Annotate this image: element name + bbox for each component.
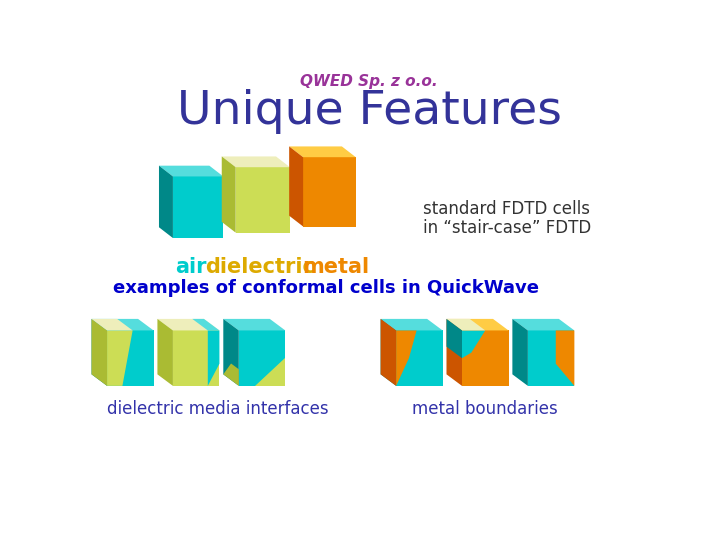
Polygon shape [528,330,575,386]
Polygon shape [381,319,396,386]
Polygon shape [107,330,153,386]
Text: air: air [175,257,207,278]
Polygon shape [91,319,107,386]
Polygon shape [208,330,220,386]
Polygon shape [446,319,462,358]
Polygon shape [513,319,528,386]
Polygon shape [223,363,239,386]
Polygon shape [239,330,285,386]
Polygon shape [289,146,303,226]
Polygon shape [91,319,132,330]
Polygon shape [446,319,508,330]
Polygon shape [222,157,235,233]
Text: QWED Sp. z o.o.: QWED Sp. z o.o. [300,74,438,89]
Polygon shape [91,319,153,330]
Polygon shape [446,319,462,386]
Polygon shape [396,330,417,386]
Polygon shape [381,319,396,386]
Polygon shape [462,330,485,358]
Polygon shape [513,319,575,330]
Text: standard FDTD cells: standard FDTD cells [423,200,590,218]
Polygon shape [192,319,220,330]
Text: in “stair-case” FDTD: in “stair-case” FDTD [423,219,592,237]
Polygon shape [303,157,356,226]
Polygon shape [158,319,220,330]
Text: metal: metal [302,257,369,278]
Polygon shape [462,330,508,386]
Polygon shape [159,166,223,177]
Polygon shape [222,157,290,167]
Polygon shape [107,330,132,386]
Polygon shape [158,319,173,386]
Text: metal boundaries: metal boundaries [413,400,558,418]
Polygon shape [235,167,290,233]
Text: dielectric: dielectric [206,257,315,278]
Polygon shape [556,330,575,386]
Polygon shape [396,330,443,386]
Polygon shape [446,319,485,330]
Polygon shape [159,166,173,238]
Text: examples of conformal cells in QuickWave: examples of conformal cells in QuickWave [113,279,539,297]
Polygon shape [173,177,223,238]
Polygon shape [381,319,443,330]
Polygon shape [255,358,285,386]
Polygon shape [223,319,285,330]
Polygon shape [289,146,356,157]
Text: dielectric media interfaces: dielectric media interfaces [107,400,329,418]
Polygon shape [173,330,220,386]
Polygon shape [91,319,107,386]
Polygon shape [223,319,239,386]
Text: Unique Features: Unique Features [176,90,562,134]
